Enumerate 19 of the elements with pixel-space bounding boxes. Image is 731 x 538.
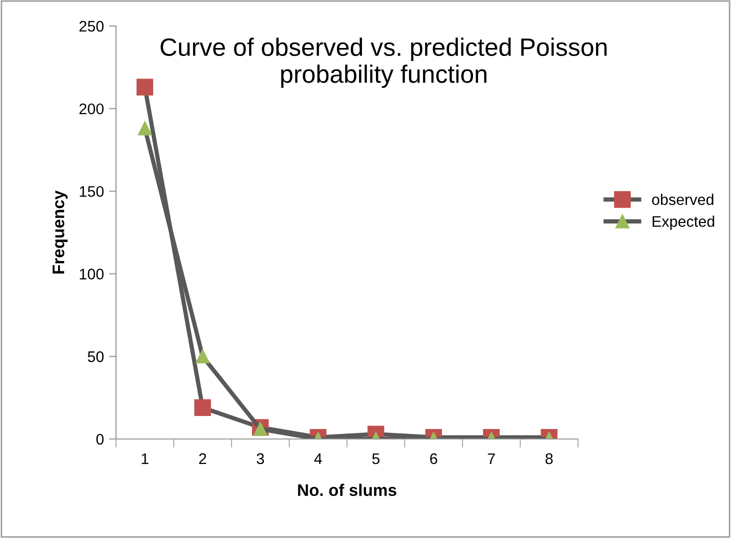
text: Curve of observed vs. predicted Poisson probability function	[160, 38, 607, 88]
y-axis-title: Frequency	[52, 190, 68, 274]
x-tick-label: 4	[314, 453, 322, 464]
x-tick-label: 7	[488, 453, 495, 464]
x-tick-label: 3	[256, 453, 264, 464]
x-tick-label: 2	[199, 453, 206, 464]
x-axis-title: No. of slums	[298, 484, 396, 496]
y-tick-label: 200	[79, 103, 104, 114]
legend-label: observed	[652, 194, 714, 206]
y-tick-label: 150	[80, 186, 104, 197]
x-tick-label: 8	[546, 453, 553, 464]
x-tick-label: 6	[430, 453, 438, 464]
y-tick-label: 100	[80, 268, 104, 280]
y-tick-label: 250	[79, 20, 104, 32]
y-tick-label: 50	[88, 351, 104, 362]
y-tick-label: 0	[96, 434, 104, 445]
x-tick-label: 5	[372, 453, 380, 464]
legend-label: Expected	[652, 216, 714, 230]
x-tick-label: 1	[142, 453, 148, 464]
